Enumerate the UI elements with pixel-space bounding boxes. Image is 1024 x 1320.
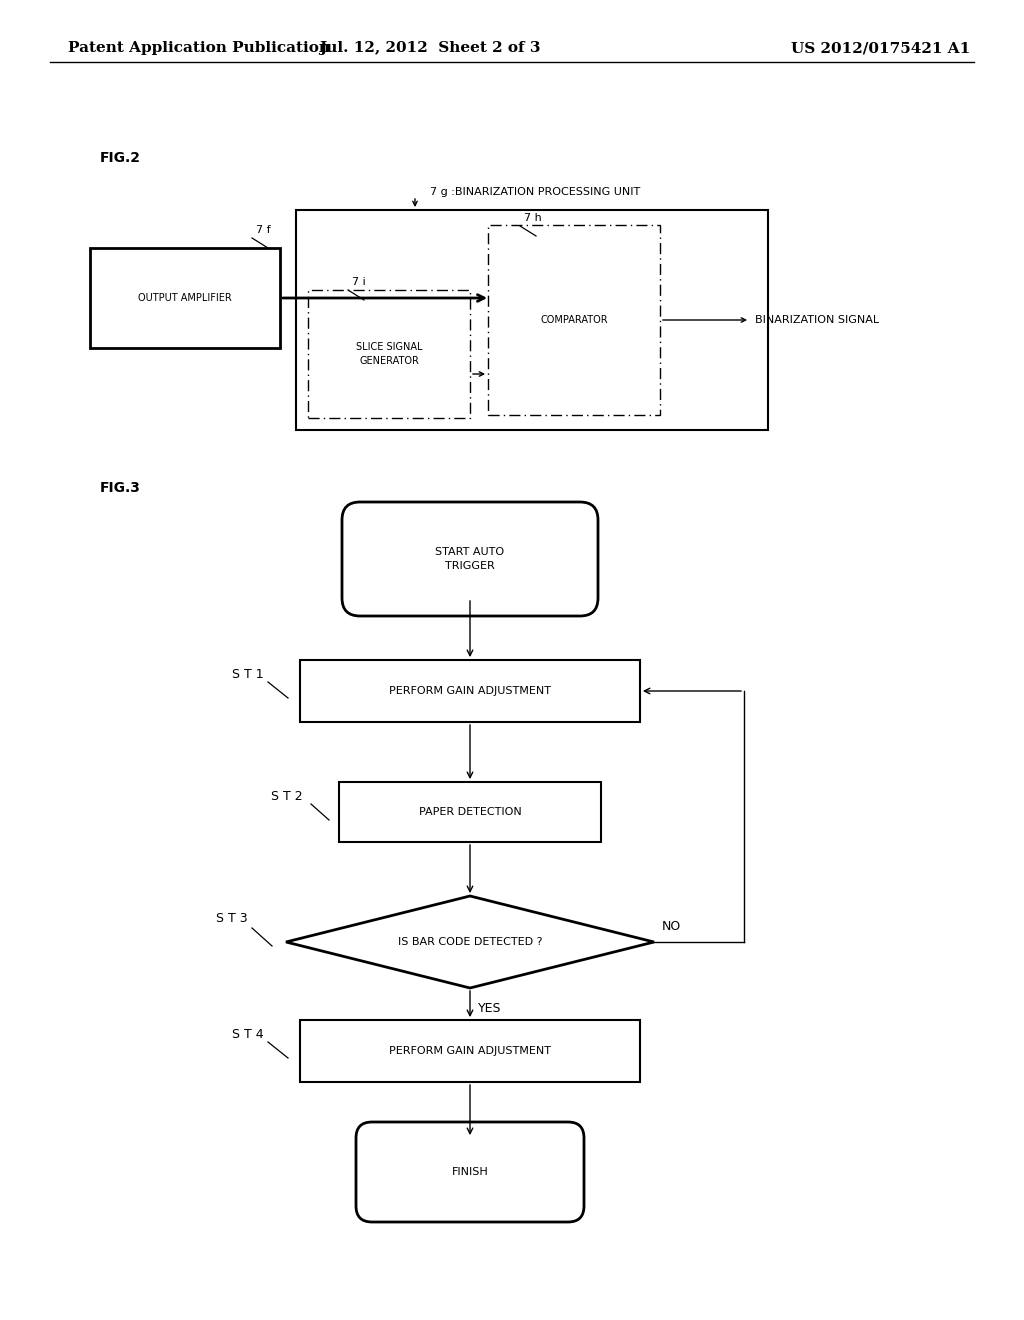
Text: PAPER DETECTION: PAPER DETECTION <box>419 807 521 817</box>
Text: FINISH: FINISH <box>452 1167 488 1177</box>
Bar <box>300 1020 640 1082</box>
FancyBboxPatch shape <box>342 502 598 616</box>
Text: FIG.3: FIG.3 <box>100 480 141 495</box>
Text: 7 f: 7 f <box>256 224 270 235</box>
Bar <box>339 781 601 842</box>
Text: 7 i: 7 i <box>352 277 366 286</box>
Text: SLICE SIGNAL
GENERATOR: SLICE SIGNAL GENERATOR <box>355 342 422 366</box>
Text: IS BAR CODE DETECTED ?: IS BAR CODE DETECTED ? <box>397 937 543 946</box>
Bar <box>296 210 768 430</box>
Text: PERFORM GAIN ADJUSTMENT: PERFORM GAIN ADJUSTMENT <box>389 686 551 696</box>
Text: OUTPUT AMPLIFIER: OUTPUT AMPLIFIER <box>138 293 231 304</box>
Text: S T 2: S T 2 <box>271 789 303 803</box>
Text: BINARIZATION SIGNAL: BINARIZATION SIGNAL <box>755 315 880 325</box>
Text: PERFORM GAIN ADJUSTMENT: PERFORM GAIN ADJUSTMENT <box>389 1045 551 1056</box>
Bar <box>90 248 280 348</box>
Text: 7 h: 7 h <box>524 213 542 223</box>
Text: S T 3: S T 3 <box>216 912 248 924</box>
Bar <box>488 224 660 414</box>
Text: 7 g :BINARIZATION PROCESSING UNIT: 7 g :BINARIZATION PROCESSING UNIT <box>430 187 640 197</box>
Text: FIG.2: FIG.2 <box>100 150 141 165</box>
Text: START AUTO
TRIGGER: START AUTO TRIGGER <box>435 546 505 572</box>
Text: Patent Application Publication: Patent Application Publication <box>68 41 330 55</box>
Bar <box>308 290 470 418</box>
FancyBboxPatch shape <box>356 1122 584 1222</box>
Text: NO: NO <box>662 920 681 932</box>
Text: S T 1: S T 1 <box>232 668 263 681</box>
Text: COMPARATOR: COMPARATOR <box>541 315 608 325</box>
Bar <box>300 660 640 722</box>
Text: US 2012/0175421 A1: US 2012/0175421 A1 <box>791 41 970 55</box>
Text: YES: YES <box>478 1002 502 1015</box>
Polygon shape <box>286 896 654 987</box>
Text: Jul. 12, 2012  Sheet 2 of 3: Jul. 12, 2012 Sheet 2 of 3 <box>319 41 541 55</box>
Text: S T 4: S T 4 <box>232 1027 263 1040</box>
